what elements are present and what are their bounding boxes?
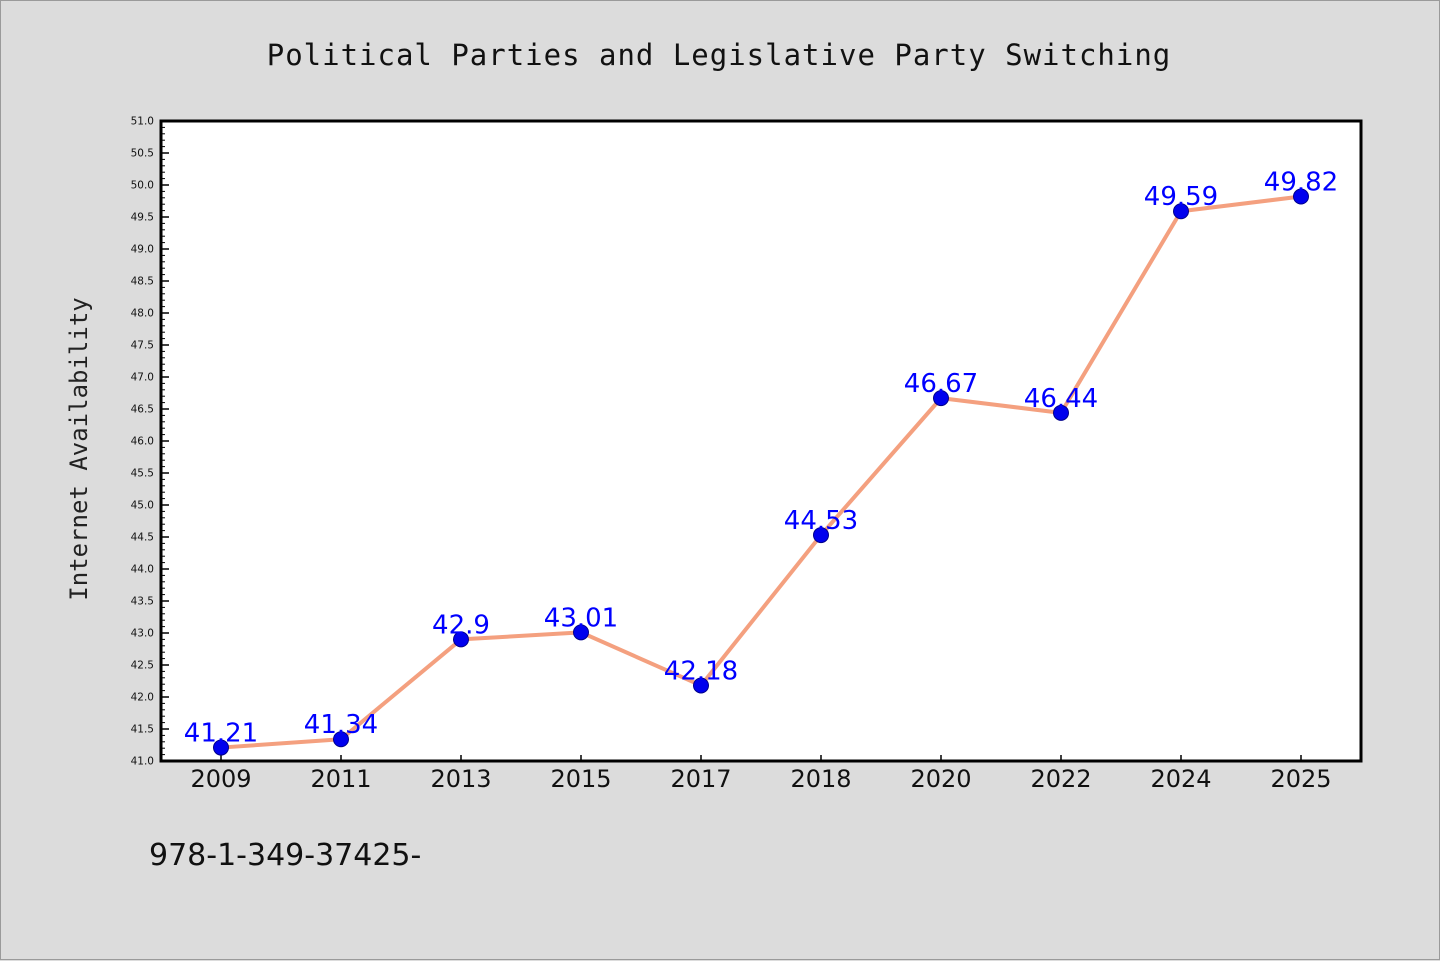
y-tick-label: 41.5 — [131, 724, 154, 736]
y-tick-label: 45.5 — [131, 468, 154, 480]
y-tick-label: 42.0 — [131, 692, 154, 704]
data-point — [1173, 203, 1189, 220]
x-tick-label: 2011 — [310, 765, 371, 793]
data-point — [213, 739, 229, 756]
x-tick-label: 2024 — [1150, 765, 1211, 793]
y-tick-label: 46.5 — [131, 404, 154, 416]
y-tick-label: 44.0 — [131, 564, 154, 576]
series-line — [220, 194, 1302, 750]
x-tick-label: 2018 — [790, 765, 851, 793]
data-label: 42.18 — [664, 656, 738, 686]
data-point — [693, 677, 709, 694]
data-point — [573, 624, 589, 641]
data-label: 49.82 — [1264, 168, 1338, 198]
y-tick-label: 43.0 — [131, 628, 154, 640]
x-tick-label: 2017 — [670, 765, 731, 793]
data-point — [1053, 404, 1069, 421]
data-label: 44.53 — [784, 506, 858, 536]
data-label: 43.01 — [544, 603, 618, 633]
y-tick-label: 45.0 — [131, 500, 154, 512]
y-tick-label: 51.0 — [131, 116, 154, 128]
y-tick-label: 50.5 — [131, 148, 154, 160]
x-tick-label: 2025 — [1270, 765, 1331, 793]
y-axis-ticks: 41.0 41.5 42.0 42.5 43.0 43.5 44.0 44.5 45.0 45.5… — [131, 116, 169, 768]
data-point — [1293, 188, 1309, 205]
plot-area — [159, 119, 1363, 763]
y-tick-label: 48.0 — [131, 308, 154, 320]
data-label: 41.34 — [304, 710, 378, 740]
x-tick-label: 2020 — [910, 765, 971, 793]
y-tick-label: 48.5 — [131, 276, 154, 288]
y-axis-label: Internet Availability — [65, 297, 93, 600]
y-tick-label: 46.0 — [131, 436, 154, 448]
data-point — [453, 631, 469, 648]
data-point — [933, 390, 949, 407]
x-tick-label: 2015 — [550, 765, 611, 793]
data-series: 41.21 41.34 42.9 43.01 42.18 44.53 46.67 46.44 4… — [184, 168, 1338, 756]
x-tick-label: 2022 — [1030, 765, 1091, 793]
data-label: 41.21 — [184, 719, 258, 749]
data-point — [813, 527, 829, 544]
y-tick-label: 47.0 — [131, 372, 154, 384]
chart-title: Political Parties and Legislative Party … — [267, 38, 1172, 72]
y-tick-label: 49.5 — [131, 212, 154, 224]
y-tick-label: 50.0 — [131, 180, 154, 192]
data-label: 42.9 — [432, 610, 490, 640]
y-tick-label: 49.0 — [131, 244, 154, 256]
data-label: 49.59 — [1144, 182, 1218, 212]
data-label: 46.44 — [1024, 384, 1098, 414]
y-tick-label: 42.5 — [131, 660, 154, 672]
y-tick-label: 41.0 — [131, 756, 154, 768]
y-tick-label: 44.5 — [131, 532, 154, 544]
y-tick-label: 43.5 — [131, 596, 154, 608]
x-tick-label: 2009 — [190, 765, 251, 793]
x-tick-label: 2013 — [430, 765, 491, 793]
x-axis-ticks: 2009 2011 2013 2015 2017 2018 2020 2022 2024 2025 — [190, 755, 1332, 793]
data-label: 46.67 — [904, 369, 978, 399]
data-point — [333, 731, 349, 748]
footer-text: 978-1-349-37425- — [149, 838, 421, 873]
y-tick-label: 47.5 — [131, 340, 154, 352]
